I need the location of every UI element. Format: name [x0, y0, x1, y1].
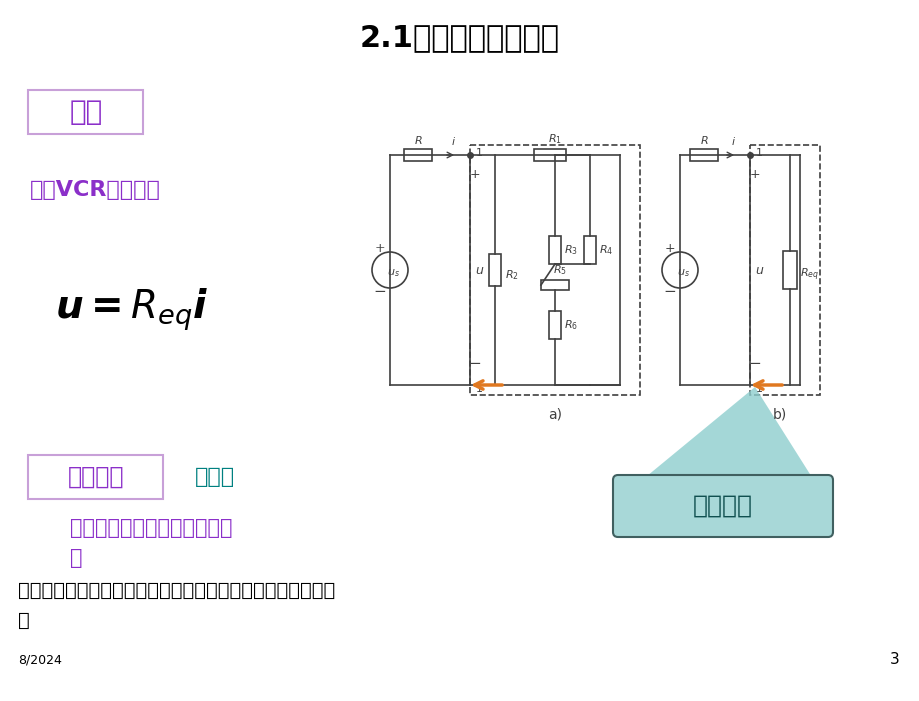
- Text: 二端网络: 二端网络: [68, 465, 124, 489]
- Text: 3: 3: [890, 653, 899, 667]
- Text: +: +: [470, 168, 480, 182]
- FancyBboxPatch shape: [612, 475, 832, 537]
- Text: $R_6$: $R_6$: [563, 318, 577, 332]
- Text: b): b): [772, 408, 787, 422]
- Text: 一端口: 一端口: [195, 467, 235, 487]
- Text: +: +: [664, 242, 675, 254]
- Text: 络: 络: [70, 548, 83, 568]
- Text: 有两个端子与外电路相连的网: 有两个端子与外电路相连的网: [70, 518, 233, 538]
- Text: 端口VCR完全相同: 端口VCR完全相同: [30, 180, 161, 200]
- Text: $R_{eq}$: $R_{eq}$: [800, 267, 818, 283]
- FancyBboxPatch shape: [549, 311, 561, 339]
- Text: $R_2$: $R_2$: [505, 268, 518, 282]
- Polygon shape: [630, 387, 819, 490]
- Text: −: −: [663, 285, 675, 299]
- FancyBboxPatch shape: [690, 149, 718, 161]
- Text: 1: 1: [755, 384, 762, 394]
- Text: −: −: [748, 355, 761, 371]
- Text: $R_4$: $R_4$: [598, 243, 613, 257]
- Text: $R_5$: $R_5$: [552, 263, 566, 277]
- Text: −: −: [373, 285, 386, 299]
- Text: +: +: [374, 242, 385, 254]
- Text: $i$: $i$: [451, 135, 456, 147]
- Text: $u_s$: $u_s$: [386, 267, 399, 279]
- Text: 1: 1: [755, 148, 762, 158]
- Text: 等效电阻: 等效电阻: [692, 494, 752, 518]
- Text: 1: 1: [475, 384, 482, 394]
- Text: $u$: $u$: [475, 264, 484, 276]
- FancyBboxPatch shape: [584, 236, 596, 264]
- Text: +: +: [749, 168, 759, 182]
- Text: $R_1$: $R_1$: [548, 132, 562, 146]
- Text: $R$: $R$: [699, 134, 708, 146]
- Text: $u_s$: $u_s$: [675, 267, 688, 279]
- Text: $i$: $i$: [731, 135, 736, 147]
- Text: $R$: $R$: [414, 134, 422, 146]
- FancyBboxPatch shape: [403, 149, 432, 161]
- Text: −: −: [468, 355, 481, 371]
- Text: 2.1电阻的串联和并联: 2.1电阻的串联和并联: [359, 24, 560, 53]
- Text: 流: 流: [18, 611, 29, 629]
- FancyBboxPatch shape: [782, 251, 796, 289]
- Text: 1: 1: [475, 148, 482, 158]
- Text: $u$: $u$: [754, 264, 764, 276]
- FancyBboxPatch shape: [28, 90, 142, 134]
- Text: 8/2024: 8/2024: [18, 653, 62, 667]
- Text: a): a): [548, 408, 562, 422]
- FancyBboxPatch shape: [549, 236, 561, 264]
- FancyBboxPatch shape: [489, 254, 501, 286]
- Text: $R_3$: $R_3$: [563, 243, 577, 257]
- Text: $\boldsymbol{u = R_{eq}i}$: $\boldsymbol{u = R_{eq}i}$: [55, 287, 208, 334]
- FancyBboxPatch shape: [533, 149, 565, 161]
- Text: 任何时刻，从一个端子流入的电流等于从另一个端子流出的电: 任何时刻，从一个端子流入的电流等于从另一个端子流出的电: [18, 580, 335, 599]
- Text: 等效: 等效: [69, 98, 103, 126]
- FancyBboxPatch shape: [540, 280, 568, 290]
- FancyBboxPatch shape: [28, 455, 163, 499]
